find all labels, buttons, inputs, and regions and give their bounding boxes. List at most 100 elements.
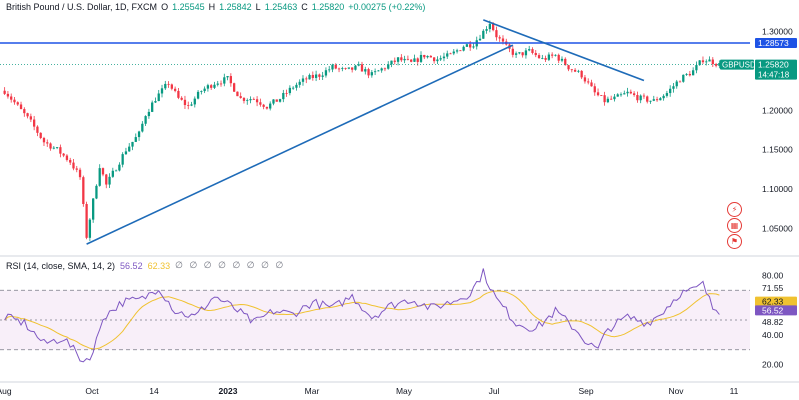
low-label: L (255, 2, 261, 12)
calendar-icon[interactable]: ▦ (727, 218, 742, 233)
close-label: C (301, 2, 308, 12)
candle-body (29, 116, 33, 120)
candle-body (698, 60, 701, 66)
symbol-title[interactable]: British Pound / U.S. Dollar, 1D, FXCM (6, 2, 158, 12)
trendline-resistance[interactable] (483, 19, 645, 82)
candle-body (387, 64, 390, 69)
candle-body (564, 58, 567, 66)
candle-body (118, 164, 121, 171)
candle-body (36, 126, 39, 133)
candle-body (23, 109, 26, 114)
candle-body (432, 57, 436, 62)
candle-body (246, 100, 249, 102)
candle-body (357, 64, 360, 66)
candle-body (249, 99, 252, 101)
candle-body (587, 81, 590, 83)
candle-body (419, 54, 423, 62)
rsi-title[interactable]: RSI (14, close, SMA, 14, 2) (6, 260, 116, 271)
candle-body (203, 88, 206, 92)
open-label: O (161, 2, 169, 12)
symbol-badge-bg (720, 59, 754, 70)
rsi-badge: 56.52 (762, 305, 784, 315)
candle-body (347, 67, 351, 69)
symbol-header: British Pound / U.S. Dollar, 1D, FXCM O 1… (6, 2, 425, 12)
candle-body (560, 58, 564, 61)
price-tick-label: 1.05000 (762, 223, 793, 233)
candle-body (282, 92, 285, 100)
candle-body (603, 95, 606, 103)
candle-body (314, 74, 318, 78)
candle-body (472, 46, 475, 48)
candle-body (278, 99, 282, 102)
candle-body (695, 65, 698, 71)
candle-body (285, 92, 288, 94)
candle-body (462, 46, 465, 51)
candle-body (678, 81, 682, 83)
time-axis-label: Aug (0, 386, 12, 396)
candle-body (498, 37, 501, 39)
candle-body (200, 91, 203, 92)
candle-body (124, 151, 128, 155)
candle-body (26, 113, 29, 117)
candle-body (32, 119, 36, 127)
candle-body (626, 91, 629, 94)
time-axis-label: May (396, 386, 413, 396)
lightning-icon[interactable]: ⚡ (727, 202, 742, 217)
candle-body (213, 84, 216, 88)
candle-body (301, 78, 305, 82)
candle-body (442, 56, 446, 59)
candle-body (337, 68, 341, 70)
candle-body (321, 75, 324, 77)
price-tick-label: 1.20000 (762, 105, 793, 115)
candle-body (590, 82, 593, 87)
candle-body (262, 104, 265, 107)
candle-body (259, 102, 262, 105)
candle-body (623, 93, 626, 95)
candle-body (629, 91, 632, 94)
candle-body (49, 143, 52, 149)
close-value: 1.25820 (311, 2, 345, 12)
candle-body (708, 59, 711, 62)
candle-body (101, 168, 105, 175)
candle-body (416, 58, 419, 62)
candle-body (210, 85, 213, 88)
hline-price-badge-bg (755, 37, 797, 48)
candle-body (596, 92, 600, 96)
candle-body (111, 170, 114, 177)
candle-body (531, 49, 534, 53)
candle-body (55, 147, 59, 148)
candle-body (65, 155, 69, 160)
rsi-value: 56.52 (120, 260, 143, 271)
candle-body (436, 59, 439, 62)
candle-body (711, 59, 714, 65)
candle-body (701, 60, 705, 63)
candle-body (255, 99, 259, 103)
candle-body (514, 53, 518, 55)
candle-body (639, 95, 642, 101)
candle-body (72, 162, 75, 169)
candle-body (272, 99, 275, 104)
symbol-badge[interactable]: GBPUSD (722, 61, 756, 70)
candle-body (13, 99, 16, 103)
candle-body (390, 60, 393, 65)
candle-body (114, 170, 118, 172)
candle-body (567, 65, 570, 70)
rsi-tick-label: 20.00 (762, 360, 784, 370)
candle-body (439, 58, 442, 60)
countdown-label: 14:47:18 (758, 71, 790, 80)
candle-body (524, 50, 528, 56)
candle-body (632, 93, 636, 96)
candle-body (488, 23, 492, 30)
candle-body (446, 53, 449, 57)
flag-icon[interactable]: ⚑ (727, 234, 742, 249)
candle-body (396, 57, 400, 62)
low-value: 1.25463 (264, 2, 298, 12)
candle-body (46, 142, 49, 144)
trendline-support[interactable] (86, 44, 514, 245)
candle-body (616, 94, 619, 97)
time-axis-label: Mar (305, 386, 320, 396)
price-tick-label: 1.10000 (762, 184, 793, 194)
candle-body (426, 55, 429, 58)
